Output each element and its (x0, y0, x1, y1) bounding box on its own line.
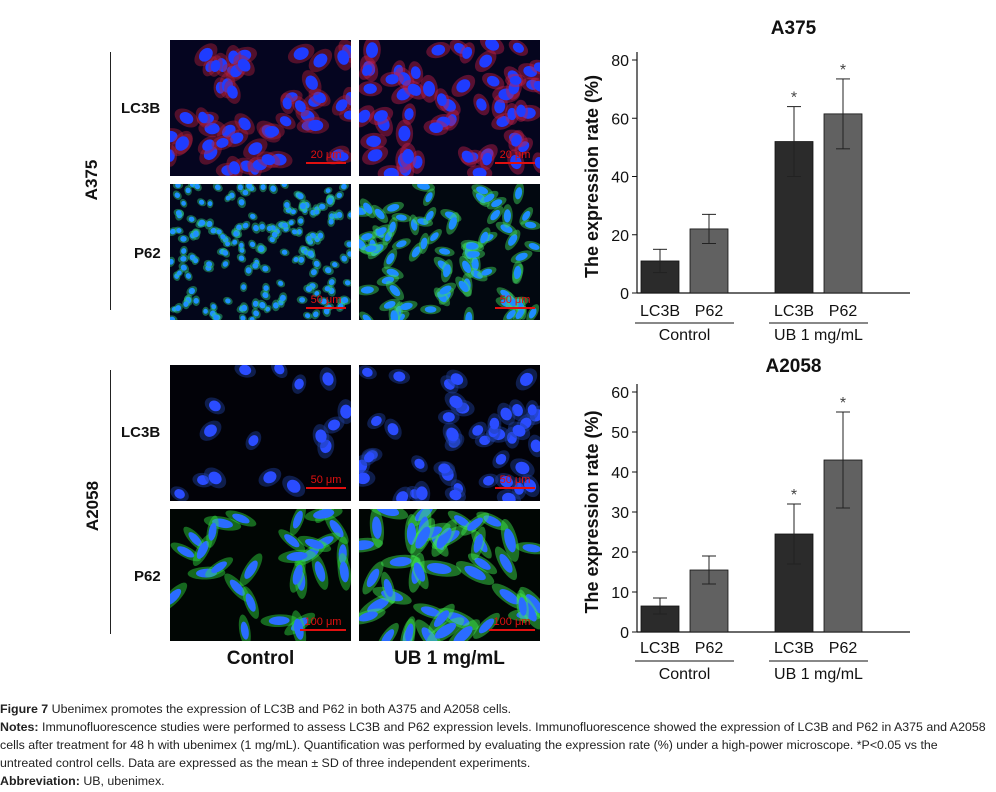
row-bracket-a2058 (110, 370, 111, 634)
notes-text: Immunofluorescence studies were performe… (0, 720, 986, 770)
significance-marker: * (791, 90, 797, 107)
scale-bar: 100 μm (489, 616, 535, 631)
marker-label-a2058-lc3b: LC3B (121, 424, 161, 441)
y-tick-label: 10 (611, 585, 629, 602)
scale-bar: 20 μm (495, 149, 535, 164)
x-tick-label: LC3B (774, 303, 814, 320)
chart-a375: A375 The expression rate (%) 0 20 40 60 80 LC3B… (582, 18, 910, 344)
y-tick-label: 0 (620, 625, 629, 642)
y-axis-label: The expression rate (%) (582, 75, 602, 278)
significance-marker: * (791, 487, 797, 504)
row-label-a2058: A2058 (83, 480, 102, 532)
significance-marker: * (840, 395, 846, 412)
figure-caption: Figure 7 Ubenimex promotes the expressio… (0, 700, 990, 790)
significance-marker: * (840, 62, 846, 79)
scale-bar: 50 μm (306, 294, 346, 309)
group-label: Control (659, 666, 711, 683)
micrograph (170, 184, 351, 320)
x-tick-label: P62 (829, 303, 858, 320)
marker-label-a375-p62: P62 (134, 245, 161, 262)
abbreviation-text: UB, ubenimex. (83, 774, 165, 788)
y-axis-label: The expression rate (%) (582, 410, 602, 613)
x-tick-label: LC3B (640, 640, 680, 657)
micrograph (170, 40, 351, 176)
chart-title: A375 (771, 18, 817, 39)
y-tick-label: 20 (611, 228, 629, 245)
x-tick-label: P62 (695, 640, 724, 657)
group-label: UB 1 mg/mL (774, 327, 863, 344)
micrograph (359, 40, 540, 176)
scale-bar: 20 μm (306, 149, 346, 164)
marker-label-a375-lc3b: LC3B (121, 100, 161, 117)
caption-abbreviation: Abbreviation: UB, ubenimex. (0, 772, 990, 790)
y-tick-label: 60 (611, 111, 629, 128)
scale-bar: 50 μm (495, 294, 535, 309)
y-tick-label: 50 (611, 425, 629, 442)
micrograph (359, 365, 540, 501)
group-label: UB 1 mg/mL (774, 666, 863, 683)
y-tick-label: 30 (611, 505, 629, 522)
column-label-ub: UB 1 mg/mL (394, 648, 505, 669)
marker-label-a2058-p62: P62 (134, 568, 161, 585)
y-tick-label: 20 (611, 545, 629, 562)
x-tick-label: P62 (695, 303, 724, 320)
y-tick-label: 0 (620, 286, 629, 303)
scale-bar: 50 μm (495, 474, 535, 489)
micrograph (359, 509, 540, 641)
chart-title: A2058 (766, 356, 822, 377)
x-tick-label: LC3B (774, 640, 814, 657)
chart-a2058: A2058 The expression rate (%) 0 10 20 30 40 50 6… (582, 356, 910, 683)
scale-bar: 50 μm (306, 474, 346, 489)
y-tick-label: 40 (611, 170, 629, 187)
y-tick-label: 40 (611, 465, 629, 482)
scale-bar: 100 μm (300, 616, 346, 631)
micrograph (170, 509, 351, 641)
column-label-control: Control (226, 648, 295, 669)
y-tick-label: 80 (611, 53, 629, 70)
figure-text: Ubenimex promotes the expression of LC3B… (51, 702, 512, 716)
y-tick-label: 60 (611, 385, 629, 402)
micrograph (359, 184, 540, 320)
caption-notes: Notes: Immunofluorescence studies were p… (0, 718, 990, 772)
group-label: Control (659, 327, 711, 344)
micrograph (170, 365, 351, 501)
caption-title: Figure 7 Ubenimex promotes the expressio… (0, 700, 990, 718)
abbreviation-label: Abbreviation: (0, 774, 80, 788)
notes-label: Notes: (0, 720, 39, 734)
figure-label: Figure 7 (0, 702, 49, 716)
row-bracket-a375 (110, 52, 111, 310)
row-label-a375: A375 (82, 159, 101, 201)
x-tick-label: P62 (829, 640, 858, 657)
x-tick-label: LC3B (640, 303, 680, 320)
